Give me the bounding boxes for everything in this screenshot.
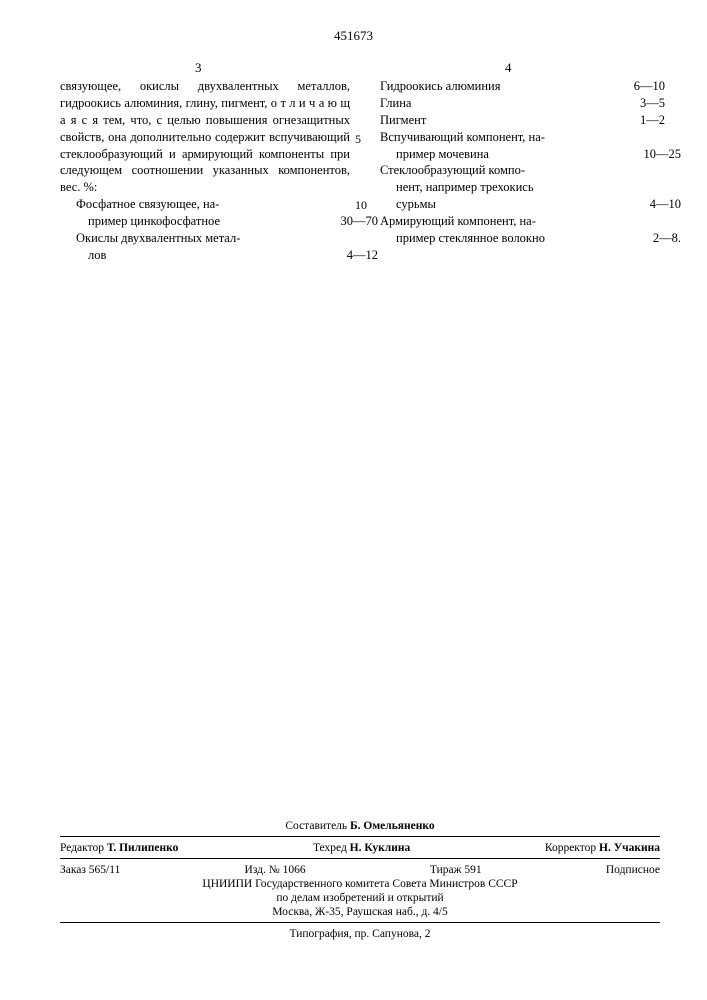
component-value: 1—2 bbox=[630, 112, 665, 129]
corrector-label: Корректор bbox=[545, 842, 596, 854]
component-row: Пигмент 1—2 bbox=[380, 112, 665, 129]
component-row: Армирующий компонент, на- bbox=[380, 213, 665, 230]
circulation: Тираж 591 bbox=[430, 864, 482, 876]
component-label: Фосфатное связующее, на- bbox=[76, 196, 219, 213]
component-label: нент, например трехокись bbox=[396, 179, 534, 196]
component-label: Вспучивающий компонент, на- bbox=[380, 129, 545, 146]
component-row: сурьмы 4—10 bbox=[380, 196, 681, 213]
component-row: Гидроокись алюминия 6—10 bbox=[380, 78, 665, 95]
component-row: нент, например трехокись bbox=[380, 179, 681, 196]
left-column: связующее, окислы двухвалентных металлов… bbox=[60, 78, 350, 264]
component-row: пример цинкофосфатное 30—70 bbox=[60, 213, 378, 230]
tech: Техред Н. Куклина bbox=[313, 842, 410, 854]
component-label: Пигмент bbox=[380, 112, 426, 129]
edition-number: Изд. № 1066 bbox=[245, 864, 306, 876]
component-label: пример мочевина bbox=[396, 146, 489, 163]
component-label: Армирующий компонент, на- bbox=[380, 213, 536, 230]
component-row: Фосфатное связующее, на- bbox=[60, 196, 366, 213]
editor-name: Т. Пилипенко bbox=[107, 842, 179, 854]
component-label: сурьмы bbox=[396, 196, 436, 213]
component-value: 3—5 bbox=[630, 95, 665, 112]
page: 451673 3 4 5 10 связующее, окислы двухва… bbox=[0, 0, 707, 1000]
component-label: Окислы двухвалентных метал- bbox=[76, 230, 240, 247]
footer-credits: Редактор Т. Пилипенко Техред Н. Куклина … bbox=[60, 842, 660, 854]
subscription: Подписное bbox=[606, 864, 660, 876]
line-marker-5: 5 bbox=[355, 132, 361, 147]
footer-rule bbox=[60, 858, 660, 859]
component-value: 6—10 bbox=[624, 78, 665, 95]
component-row: пример стеклянное волокно 2—8. bbox=[380, 230, 681, 247]
component-value: 4—12 bbox=[337, 247, 378, 264]
footer-org-line1: ЦНИИПИ Государственного комитета Совета … bbox=[60, 878, 660, 890]
document-number: 451673 bbox=[0, 28, 707, 44]
component-row: лов 4—12 bbox=[60, 247, 378, 264]
component-label: Глина bbox=[380, 95, 411, 112]
footer-typography: Типография, пр. Сапунова, 2 bbox=[60, 928, 660, 940]
right-column: Гидроокись алюминия 6—10 Глина 3—5 Пигме… bbox=[380, 78, 665, 247]
footer-rule bbox=[60, 836, 660, 837]
footer-print-info: Заказ 565/11 Изд. № 1066 Тираж 591 Подпи… bbox=[60, 864, 660, 876]
editor-label: Редактор bbox=[60, 842, 104, 854]
footer-org-line2: по делам изобретений и открытий bbox=[60, 892, 660, 904]
footer-org-line3: Москва, Ж-35, Раушская наб., д. 4/5 bbox=[60, 906, 660, 918]
component-label: лов bbox=[88, 247, 106, 264]
component-label: Гидроокись алюминия bbox=[380, 78, 500, 95]
component-label: Стеклообразующий компо- bbox=[380, 162, 525, 179]
component-row: пример мочевина 10—25 bbox=[380, 146, 681, 163]
component-value: 2—8. bbox=[643, 230, 681, 247]
component-row: Окислы двухвалентных метал- bbox=[60, 230, 366, 247]
footer-compiler: Составитель Б. Омельяненко bbox=[60, 820, 660, 832]
compiler-label: Составитель bbox=[285, 820, 347, 832]
tech-name: Н. Куклина bbox=[350, 842, 411, 854]
footer-rule bbox=[60, 922, 660, 923]
component-value: 30—70 bbox=[331, 213, 379, 230]
body-paragraph: связующее, окислы двухвалентных металлов… bbox=[60, 78, 350, 196]
corrector: Корректор Н. Учакина bbox=[545, 842, 660, 854]
component-row: Глина 3—5 bbox=[380, 95, 665, 112]
tech-label: Техред bbox=[313, 842, 347, 854]
component-label: пример цинкофосфатное bbox=[88, 213, 220, 230]
component-label: пример стеклянное волокно bbox=[396, 230, 545, 247]
component-value: 4—10 bbox=[640, 196, 681, 213]
component-row: Стеклообразующий компо- bbox=[380, 162, 665, 179]
corrector-name: Н. Учакина bbox=[599, 842, 660, 854]
column-number-left: 3 bbox=[195, 60, 202, 76]
compiler-name: Б. Омельяненко bbox=[350, 820, 435, 832]
component-row: Вспучивающий компонент, на- bbox=[380, 129, 665, 146]
order-number: Заказ 565/11 bbox=[60, 864, 120, 876]
column-number-right: 4 bbox=[505, 60, 512, 76]
editor: Редактор Т. Пилипенко bbox=[60, 842, 178, 854]
component-value: 10—25 bbox=[634, 146, 682, 163]
